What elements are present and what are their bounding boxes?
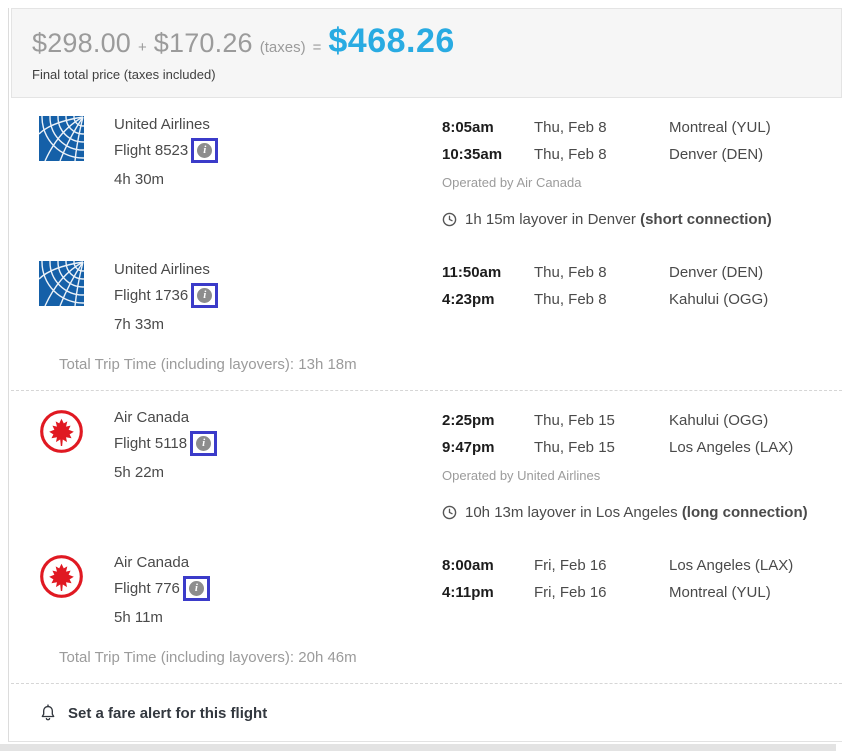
arrival-date: Thu, Feb 8 — [534, 146, 607, 163]
info-icon-highlight: i — [191, 138, 219, 163]
operated-by: Operated by United Airlines — [442, 468, 601, 483]
bell-icon — [41, 704, 55, 721]
layover-note: (long connection) — [681, 504, 808, 521]
departure-row: 8:00am Fri, Feb 16 Los Angeles (LAX) — [442, 552, 832, 579]
arrival-date: Thu, Feb 8 — [534, 291, 607, 308]
air-canada-logo — [40, 410, 83, 453]
airline-name: United Airlines — [114, 116, 210, 133]
departure-date: Thu, Feb 15 — [534, 412, 615, 429]
trip-divider — [11, 390, 842, 391]
flight-number: Flight 8523 — [114, 142, 189, 159]
base-price: $298.00 — [32, 28, 131, 58]
departure-time: 2:25pm — [442, 412, 495, 429]
arrival-row: 9:47pm Thu, Feb 15 Los Angeles (LAX) — [442, 434, 832, 461]
info-icon-highlight: i — [182, 576, 210, 601]
airline-name: Air Canada — [114, 554, 190, 571]
flight-segment: Air Canada Flight 776 i 5h 11m 8:00am Fr… — [39, 551, 832, 629]
bottom-strip — [0, 744, 836, 751]
clock-icon — [442, 505, 457, 520]
price-summary-box: $298.00 + $170.26 (taxes) = $468.26 Fina… — [11, 8, 842, 98]
taxes-price: $170.26 — [153, 28, 253, 58]
fare-alert-button[interactable]: Set a fare alert for this flight — [9, 684, 842, 741]
departure-time: 8:05am — [442, 119, 494, 136]
layover-note: (short connection) — [640, 211, 772, 228]
info-icon[interactable]: i — [196, 436, 212, 451]
operated-by: Operated by Air Canada — [442, 175, 582, 190]
info-icon-highlight: i — [190, 431, 218, 456]
airline-name: Air Canada — [114, 409, 190, 426]
layover-text: 10h 13m layover in Los Angeles — [465, 504, 678, 521]
departure-time: 8:00am — [442, 557, 494, 574]
fare-alert-label: Set a fare alert for this flight — [68, 704, 268, 722]
flight-segment: United Airlines Flight 1736 i 7h 33m 11:… — [39, 258, 832, 336]
layover-text: 1h 15m layover in Denver — [465, 211, 636, 228]
flight-duration: 7h 33m — [114, 316, 165, 333]
equals-sign: = — [312, 39, 322, 56]
taxes-label: (taxes) — [259, 39, 306, 56]
departure-row: 8:05am Thu, Feb 8 Montreal (YUL) — [442, 114, 832, 141]
flight-details-card: $298.00 + $170.26 (taxes) = $468.26 Fina… — [8, 8, 842, 742]
arrival-airport: Denver (DEN) — [669, 146, 764, 163]
departure-row: 2:25pm Thu, Feb 15 Kahului (OGG) — [442, 407, 832, 434]
flight-duration: 4h 30m — [114, 171, 165, 188]
arrival-time: 10:35am — [442, 146, 503, 163]
arrival-airport: Kahului (OGG) — [669, 291, 769, 308]
departure-airport: Denver (DEN) — [669, 264, 764, 281]
arrival-row: 4:23pm Thu, Feb 8 Kahului (OGG) — [442, 286, 832, 313]
arrival-time: 9:47pm — [442, 439, 495, 456]
departure-time: 11:50am — [442, 264, 502, 281]
arrival-row: 4:11pm Fri, Feb 16 Montreal (YUL) — [442, 579, 832, 606]
total-trip-time: Total Trip Time (including layovers): 20… — [59, 649, 357, 666]
airline-name: United Airlines — [114, 261, 210, 278]
layover-info: 1h 15m layover in Denver (short connecti… — [442, 211, 832, 228]
arrival-airport: Montreal (YUL) — [669, 584, 771, 601]
flight-number: Flight 5118 — [114, 435, 188, 452]
total-price: $468.26 — [328, 22, 455, 60]
clock-icon — [442, 212, 457, 227]
departure-date: Thu, Feb 8 — [534, 119, 607, 136]
flight-segment: United Airlines Flight 8523 i 4h 30m 8:0… — [39, 113, 832, 228]
departure-row: 11:50am Thu, Feb 8 Denver (DEN) — [442, 259, 832, 286]
info-icon-highlight: i — [191, 283, 219, 308]
departure-airport: Los Angeles (LAX) — [669, 557, 794, 574]
united-airlines-logo — [39, 261, 84, 306]
plus-sign: + — [138, 39, 147, 56]
price-note: Final total price (taxes included) — [32, 67, 216, 82]
departure-date: Fri, Feb 16 — [534, 557, 607, 574]
arrival-time: 4:11pm — [442, 584, 494, 601]
flight-duration: 5h 11m — [114, 609, 163, 626]
united-airlines-logo — [39, 116, 84, 161]
air-canada-logo — [40, 555, 83, 598]
info-icon[interactable]: i — [197, 288, 213, 303]
footer-divider — [11, 683, 842, 684]
flight-number: Flight 776 — [114, 580, 180, 597]
arrival-airport: Los Angeles (LAX) — [669, 439, 794, 456]
flight-number: Flight 1736 — [114, 287, 189, 304]
departure-date: Thu, Feb 8 — [534, 264, 607, 281]
arrival-date: Fri, Feb 16 — [534, 584, 607, 601]
departure-airport: Kahului (OGG) — [669, 412, 769, 429]
flight-segment: Air Canada Flight 5118 i 5h 22m 2:25pm T… — [39, 406, 832, 521]
info-icon[interactable]: i — [197, 143, 213, 158]
arrival-row: 10:35am Thu, Feb 8 Denver (DEN) — [442, 141, 832, 168]
info-icon[interactable]: i — [188, 581, 204, 596]
total-trip-time: Total Trip Time (including layovers): 13… — [59, 356, 357, 373]
arrival-time: 4:23pm — [442, 291, 495, 308]
arrival-date: Thu, Feb 15 — [534, 439, 615, 456]
flight-duration: 5h 22m — [114, 464, 165, 481]
departure-airport: Montreal (YUL) — [669, 119, 771, 136]
price-breakdown: $298.00 + $170.26 (taxes) = $468.26 — [32, 22, 821, 61]
layover-info: 10h 13m layover in Los Angeles (long con… — [442, 504, 832, 521]
